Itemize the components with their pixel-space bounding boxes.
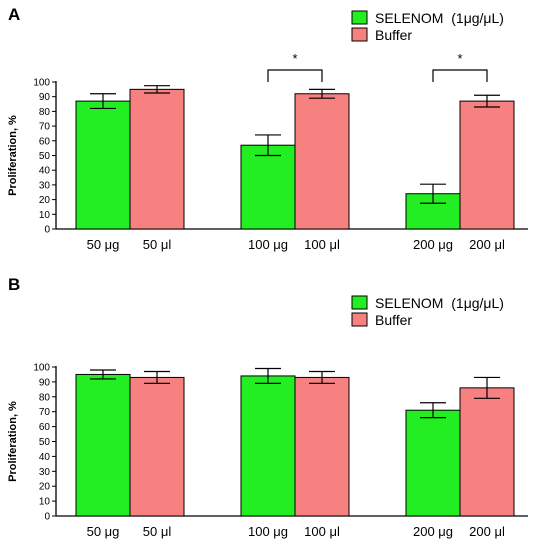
legend-label-selenom: SELENOM (1μg/μL) xyxy=(375,10,504,26)
legend-swatch-selenom xyxy=(351,295,368,310)
x-tick-label: 50 μl xyxy=(143,524,172,539)
x-tick-label: 50 μl xyxy=(143,237,172,252)
y-tick-label: 100 xyxy=(33,78,50,89)
y-tick-label: 10 xyxy=(39,497,51,508)
panel-label: B xyxy=(8,275,20,294)
bar-selenom xyxy=(405,409,461,517)
x-tick-label: 50 μg xyxy=(87,237,120,252)
y-tick-label: 20 xyxy=(39,482,51,493)
legend-swatch-buffer xyxy=(351,27,368,42)
x-tick-label: 100 μl xyxy=(304,237,340,252)
y-tick-label: 70 xyxy=(39,122,51,133)
y-tick-label: 0 xyxy=(44,225,50,236)
y-tick-label: 80 xyxy=(39,392,51,403)
y-tick-label: 90 xyxy=(39,377,51,388)
y-axis-label: Proliferation, % xyxy=(7,115,19,196)
y-tick-label: 70 xyxy=(39,407,51,418)
significance-marker: * xyxy=(292,51,297,66)
legend-swatch-selenom xyxy=(351,10,368,25)
y-tick-label: 40 xyxy=(39,166,51,177)
bar-buffer xyxy=(459,387,515,517)
y-tick-label: 100 xyxy=(33,363,50,374)
bar-selenom xyxy=(240,144,296,230)
x-tick-label: 200 μg xyxy=(413,524,453,539)
bar-buffer xyxy=(294,93,350,230)
y-tick-label: 0 xyxy=(44,512,50,523)
legend-label-selenom: SELENOM (1μg/μL) xyxy=(375,295,504,311)
y-tick-label: 40 xyxy=(39,452,51,463)
x-tick-label: 200 μl xyxy=(469,524,505,539)
y-axis-label: Proliferation, % xyxy=(7,401,19,482)
x-tick-label: 200 μg xyxy=(413,237,453,252)
legend-swatch-buffer xyxy=(351,312,368,327)
x-tick-label: 100 μg xyxy=(248,524,288,539)
bar-buffer xyxy=(129,376,185,517)
bar-buffer xyxy=(459,100,515,230)
y-tick-label: 60 xyxy=(39,136,51,147)
bar-selenom xyxy=(240,375,296,517)
legend-label-buffer: Buffer xyxy=(375,312,412,328)
bar-selenom xyxy=(75,373,131,517)
y-tick-label: 60 xyxy=(39,422,51,433)
x-tick-label: 100 μg xyxy=(248,237,288,252)
panel-label: A xyxy=(8,5,20,24)
x-tick-label: 200 μl xyxy=(469,237,505,252)
y-tick-label: 30 xyxy=(39,180,51,191)
y-tick-label: 50 xyxy=(39,151,51,162)
significance-marker: * xyxy=(457,51,462,66)
bar-buffer xyxy=(129,88,185,230)
significance-bracket xyxy=(432,69,488,82)
chart-panel-a: A SELENOM (1μg/μL)Buffer Proliferation, % 0… xyxy=(7,5,528,252)
y-tick-label: 30 xyxy=(39,467,51,478)
significance-bracket xyxy=(267,69,323,82)
bar-selenom xyxy=(75,100,131,230)
y-tick-label: 10 xyxy=(39,210,51,221)
x-tick-label: 50 μg xyxy=(87,524,120,539)
y-tick-label: 90 xyxy=(39,92,51,103)
y-tick-label: 50 xyxy=(39,437,51,448)
legend-label-buffer: Buffer xyxy=(375,27,412,43)
bar-buffer xyxy=(294,376,350,517)
chart-panel-b: B SELENOM (1μg/μL)Buffer Proliferation, % 0… xyxy=(7,275,528,539)
x-tick-label: 100 μl xyxy=(304,524,340,539)
y-tick-label: 80 xyxy=(39,107,51,118)
y-tick-label: 20 xyxy=(39,195,51,206)
